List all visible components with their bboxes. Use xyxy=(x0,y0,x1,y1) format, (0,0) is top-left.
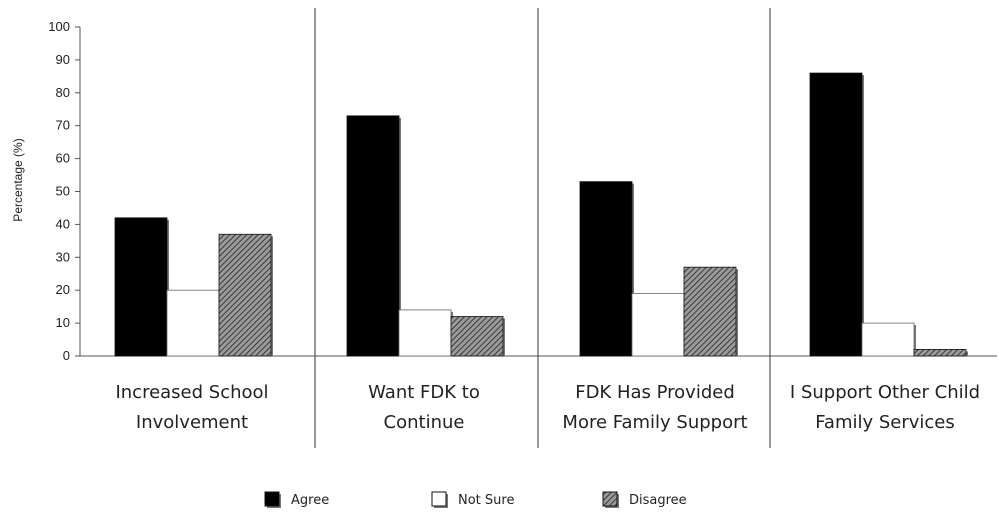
legend-label: Agree xyxy=(291,493,329,508)
legend-swatch xyxy=(264,491,280,507)
legend-item: Not Sure xyxy=(431,491,514,508)
legend: Agree Not Sure Disagree xyxy=(264,491,687,508)
bar-not-sure xyxy=(861,322,915,357)
bar-disagree xyxy=(913,349,967,357)
y-tick-label: 100 xyxy=(48,19,70,34)
y-tick-label: 20 xyxy=(56,282,70,297)
category-label: Want FDK to xyxy=(368,382,480,403)
y-tick-label: 30 xyxy=(56,249,70,264)
category-label: More Family Support xyxy=(562,412,747,433)
category-label: Increased School xyxy=(115,382,268,403)
y-tick-label: 10 xyxy=(56,315,70,330)
bar-disagree xyxy=(683,266,737,357)
bar-agree xyxy=(114,217,168,357)
bar-disagree xyxy=(218,233,272,357)
category-label: Involvement xyxy=(136,412,248,433)
category-label: Family Services xyxy=(815,412,955,433)
legend-swatch xyxy=(431,491,447,507)
y-tick-label: 50 xyxy=(56,184,70,199)
bar-agree xyxy=(346,115,400,357)
bar-not-sure xyxy=(166,289,220,357)
y-tick-label: 0 xyxy=(63,348,70,363)
y-tick-label: 60 xyxy=(56,151,70,166)
plot-area: Increased School Involvement Want FDK to Co… xyxy=(80,8,997,448)
legend-swatch xyxy=(602,491,618,507)
y-tick-label: 90 xyxy=(56,52,70,67)
bar-not-sure xyxy=(398,309,452,357)
category-label: Continue xyxy=(384,412,465,433)
legend-item: Disagree xyxy=(602,491,687,508)
category-label: FDK Has Provided xyxy=(575,382,735,403)
y-tick-label: 40 xyxy=(56,216,70,231)
y-tick-label: 70 xyxy=(56,118,70,133)
bar-not-sure xyxy=(631,293,685,357)
y-axis: 0 10 20 30 40 50 60 70 80 90 100 xyxy=(48,19,81,363)
legend-label: Not Sure xyxy=(458,493,514,508)
y-axis-label: Percentage (%) xyxy=(11,138,25,221)
legend-label: Disagree xyxy=(629,493,687,508)
bar-disagree xyxy=(450,316,504,357)
category-label: I Support Other Child xyxy=(790,382,980,403)
legend-item: Agree xyxy=(264,491,329,508)
y-tick-label: 80 xyxy=(56,85,70,100)
bar-agree xyxy=(809,72,863,357)
bar-agree xyxy=(579,181,633,357)
